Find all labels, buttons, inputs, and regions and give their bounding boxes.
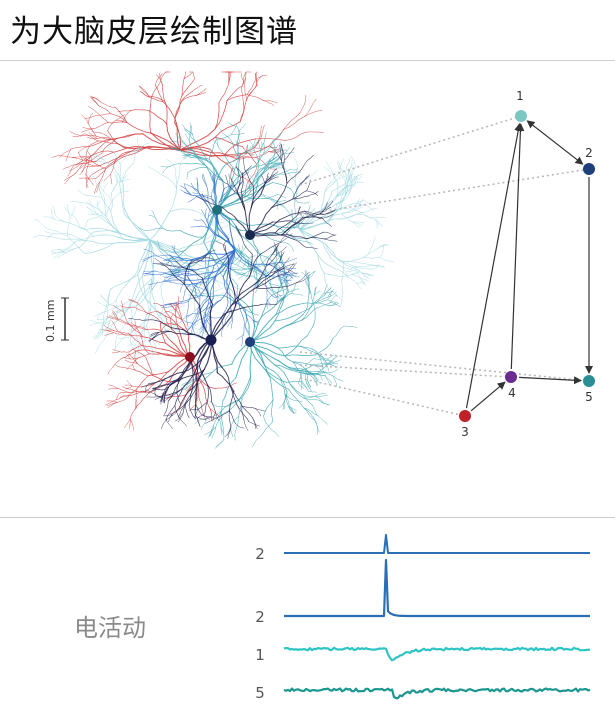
soma-teal-upper [212, 205, 222, 215]
node-4 [505, 371, 517, 383]
dotted-link [299, 364, 512, 378]
node-3 [459, 410, 471, 422]
electrical-activity-traces: 2 2 1 5 [255, 534, 591, 702]
node-2-label: 2 [585, 146, 593, 160]
trace-2 [284, 558, 590, 618]
dotted-link [299, 351, 590, 382]
blue-neuron [142, 171, 299, 347]
edge-4-1 [510, 122, 525, 370]
trace-4-label: 5 [255, 684, 265, 702]
node-5 [583, 375, 595, 387]
page-title: 为大脑皮层绘制图谱 [10, 14, 298, 50]
trace-2-label: 2 [255, 608, 265, 626]
node-3-label: 3 [461, 425, 469, 439]
node-2 [583, 163, 595, 175]
dotted-link [299, 168, 590, 216]
trace-1-label: 2 [255, 545, 265, 563]
node-1 [515, 110, 527, 122]
soma-red [185, 352, 195, 362]
light-cyan-neuron-b [235, 156, 394, 307]
red-neuron-top-tuft [51, 71, 324, 199]
trace-1 [284, 534, 590, 554]
soma-to-node-links [299, 115, 590, 417]
scale-bar: 0.1 mm [44, 297, 69, 342]
dotted-link [299, 377, 466, 417]
node-5-label: 5 [585, 390, 593, 404]
neuron-connectivity-diagram: 0.1 mm 1 2 3 4 5 [32, 71, 595, 449]
soma-dark-main [205, 334, 217, 346]
trace-3 [283, 646, 591, 662]
scale-bar-label: 0.1 mm [44, 300, 57, 342]
soma-dark-upper [245, 230, 255, 240]
activity-label: 电活动 [74, 614, 146, 642]
trace-3-label: 1 [255, 646, 265, 664]
edge-1-2 [526, 120, 584, 165]
soma-dark-right [245, 337, 255, 347]
title-divider [0, 60, 615, 61]
edge-4-5 [518, 376, 583, 385]
dotted-link [299, 115, 522, 186]
node-1-label: 1 [516, 89, 524, 103]
dark-neuron-main [128, 225, 310, 439]
connectivity-nodes: 1 2 3 4 5 [459, 89, 595, 439]
section-divider [0, 517, 615, 518]
connectivity-edges [465, 120, 593, 412]
edge-3-1 [465, 122, 523, 409]
trace-4 [283, 687, 591, 700]
edge-3-4 [470, 381, 506, 412]
node-4-label: 4 [508, 386, 516, 400]
neuron-morphology [32, 71, 394, 449]
